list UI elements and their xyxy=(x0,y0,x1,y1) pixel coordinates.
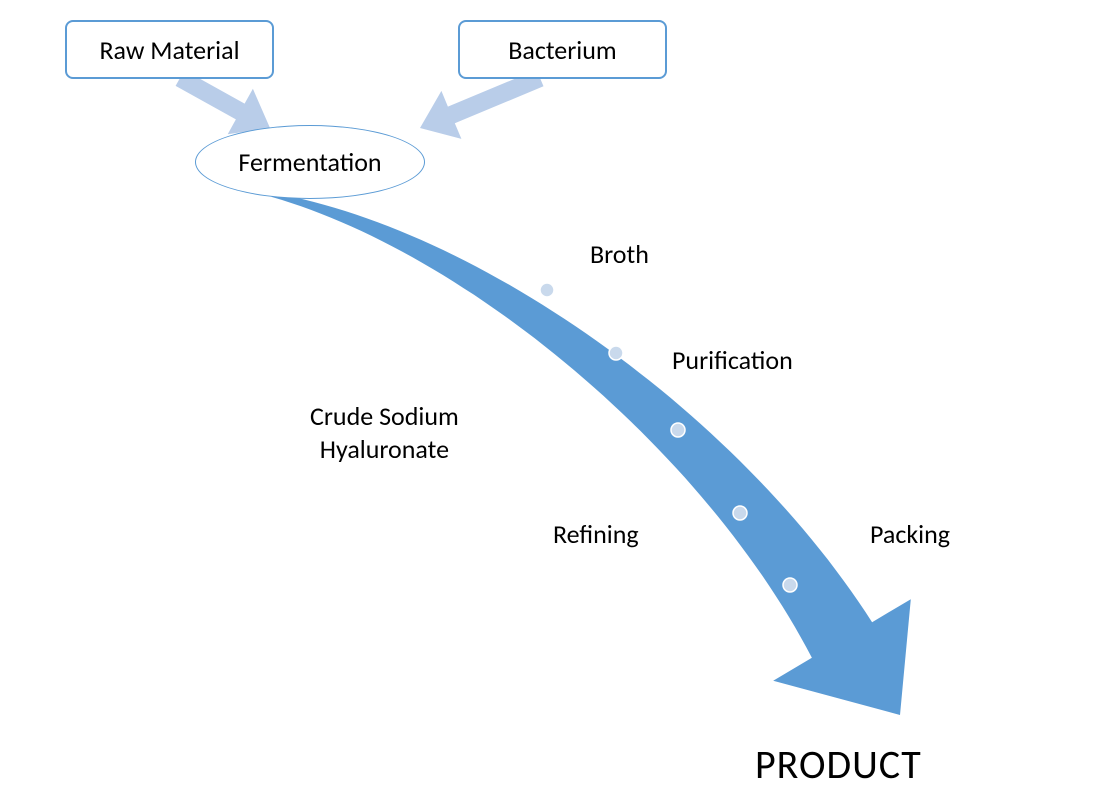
node-bacterium-label: Bacterium xyxy=(508,34,616,66)
node-raw-material-label: Raw Material xyxy=(99,34,239,66)
node-fermentation-label: Fermentation xyxy=(238,146,381,178)
step-label-4: Packing xyxy=(870,518,950,551)
step-dot-2 xyxy=(671,423,685,437)
arrow-raw-to-fermentation xyxy=(176,70,270,134)
step-label-2: Crude Sodium Hyaluronate xyxy=(310,400,459,465)
diagram-svg xyxy=(0,0,1101,799)
node-fermentation: Fermentation xyxy=(195,125,425,199)
step-dot-1 xyxy=(609,346,623,360)
step-label-3: Refining xyxy=(553,518,639,551)
node-raw-material: Raw Material xyxy=(65,20,274,79)
product-label: PRODUCT xyxy=(755,740,922,789)
product-text: PRODUCT xyxy=(755,740,922,789)
step-label-1: Purification xyxy=(672,344,793,377)
step-dot-4 xyxy=(783,578,797,592)
step-dot-0 xyxy=(540,283,554,297)
arrow-bacterium-to-fermentation xyxy=(420,70,544,139)
step-label-0: Broth xyxy=(590,238,649,271)
step-dot-3 xyxy=(733,506,747,520)
node-bacterium: Bacterium xyxy=(458,20,667,79)
